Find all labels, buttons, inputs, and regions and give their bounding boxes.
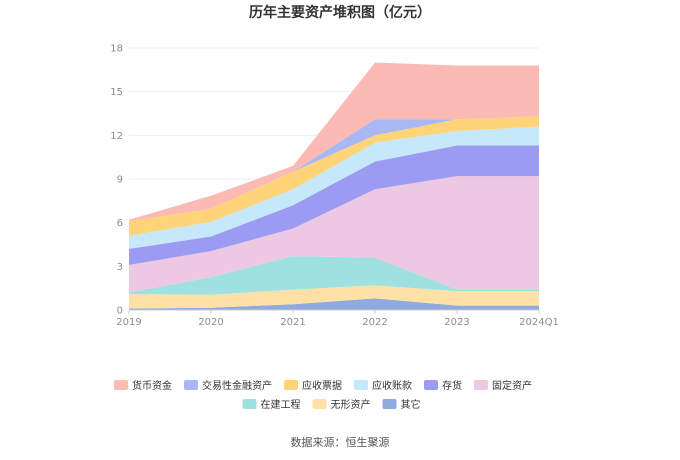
x-tick-label: 2023	[444, 317, 469, 328]
area-series-4	[129, 145, 539, 265]
legend-item[interactable]: 无形资产	[312, 398, 371, 411]
legend-item[interactable]: 交易性金融资产	[184, 379, 272, 392]
legend-label: 其它	[401, 398, 421, 411]
y-tick-label: 12	[110, 131, 123, 142]
legend-item[interactable]: 在建工程	[242, 398, 301, 411]
x-tick-label: 2019	[116, 317, 141, 328]
legend-swatch	[184, 380, 198, 390]
legend-label: 固定资产	[492, 379, 532, 392]
x-tick-label: 2020	[198, 317, 223, 328]
legend-label: 应收账款	[372, 379, 412, 392]
legend-label: 在建工程	[261, 398, 301, 411]
legend-swatch	[242, 399, 257, 409]
area-series-5	[129, 126, 539, 249]
area-series-2	[129, 256, 539, 295]
area-series-8	[129, 62, 539, 222]
legend-item[interactable]: 应收账款	[354, 379, 412, 392]
axis-layer: 0 3 6 9 12 15 18 2019 2020 2021 2022 2023 2024Q1	[110, 44, 559, 329]
y-tick-label: 6	[117, 218, 123, 229]
legend-label: 交易性金融资产	[202, 379, 272, 392]
data-source-text: 数据来源：恒生聚源	[291, 435, 390, 449]
y-tick-label: 9	[117, 175, 123, 186]
legend-swatch	[114, 380, 128, 390]
area-layer	[129, 62, 539, 310]
x-tick-label: 2022	[362, 317, 387, 328]
legend-swatch	[312, 399, 327, 409]
legend-item[interactable]: 其它	[382, 398, 421, 411]
y-tick-label: 15	[110, 87, 123, 98]
area-series-6	[129, 116, 539, 236]
legend-item[interactable]: 固定资产	[474, 379, 532, 392]
chart-title: 历年主要资产堆积图（亿元）	[249, 4, 431, 21]
area-series-0	[129, 298, 539, 310]
legend-item[interactable]: 货币资金	[114, 379, 172, 392]
legend-label: 应收票据	[302, 379, 342, 392]
legend-swatch	[382, 399, 397, 409]
x-tick-label: 2021	[280, 317, 305, 328]
area-series-3	[129, 176, 539, 293]
x-tick-label: 2024Q1	[519, 317, 559, 328]
legend-swatch	[354, 380, 368, 390]
area-series-1	[129, 285, 539, 309]
legend-label: 货币资金	[132, 379, 172, 392]
legend-swatch	[284, 380, 298, 390]
y-tick-label: 18	[110, 44, 123, 55]
y-tick-label: 0	[117, 306, 123, 317]
legend-label: 无形资产	[331, 398, 371, 411]
legend-swatch	[424, 380, 438, 390]
y-tick-label: 3	[117, 262, 123, 273]
legend-swatch	[474, 380, 488, 390]
legend-label: 存货	[442, 379, 462, 392]
legend-item[interactable]: 应收票据	[284, 379, 342, 392]
legend-item[interactable]: 存货	[424, 379, 462, 392]
